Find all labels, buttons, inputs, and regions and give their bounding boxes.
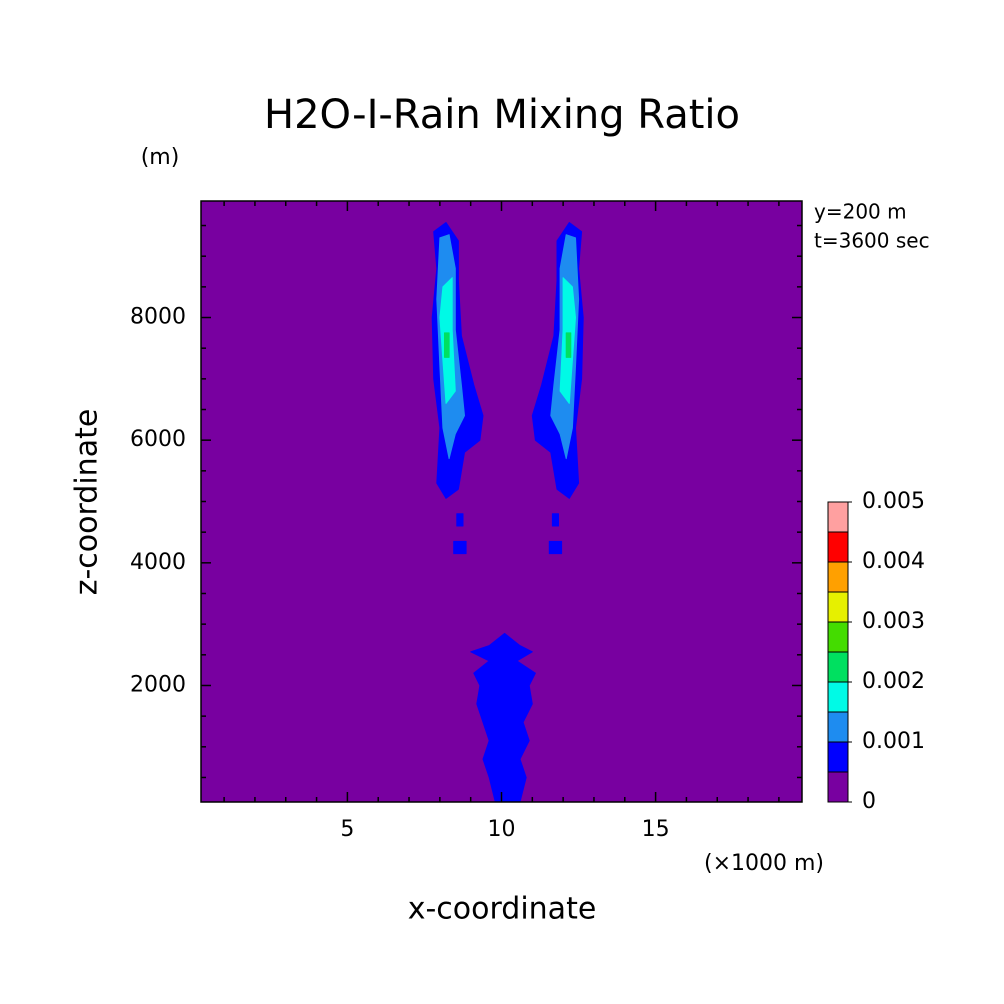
- colorbar-band: [827, 561, 849, 593]
- y-tick-label: 2000: [130, 672, 186, 697]
- colorbar-band: [827, 681, 849, 713]
- contour-region: [444, 332, 450, 358]
- colorbar-label: 0: [862, 789, 876, 814]
- contour-region: [456, 513, 464, 527]
- x-unit: (×1000 m): [704, 851, 824, 876]
- y-tick-label: 6000: [130, 427, 186, 452]
- contour-region: [565, 332, 572, 358]
- x-axis-title: x-coordinate: [408, 892, 597, 927]
- colorbar-band: [827, 621, 849, 653]
- colorbar-band: [827, 651, 849, 683]
- x-tick-label: 10: [488, 817, 516, 842]
- y-tick-label: 4000: [130, 550, 186, 575]
- colorbar-label: 0.004: [862, 549, 925, 574]
- annotation: t=3600 sec: [814, 229, 930, 253]
- y-axis-title: z-coordinate: [70, 409, 105, 596]
- y-tick-label: 8000: [130, 305, 186, 330]
- colorbar-band: [827, 591, 849, 623]
- contour-region: [453, 540, 467, 555]
- contour-region: [470, 632, 536, 802]
- colorbar-band: [827, 711, 849, 743]
- y-unit: (m): [141, 145, 180, 170]
- colorbar-label: 0.001: [862, 729, 925, 754]
- colorbar-band: [827, 771, 849, 803]
- chart-title: H2O-I-Rain Mixing Ratio: [264, 92, 740, 138]
- annotation: y=200 m: [814, 200, 907, 224]
- x-tick-label: 5: [340, 817, 354, 842]
- colorbar-label: 0.002: [862, 669, 925, 694]
- colorbar-band: [827, 501, 849, 533]
- contour-region: [548, 540, 563, 555]
- colorbar-label: 0.005: [862, 489, 925, 514]
- colorbar-band: [827, 531, 849, 563]
- colorbar-band: [827, 741, 849, 773]
- contour-region: [551, 513, 559, 527]
- colorbar-label: 0.003: [862, 609, 925, 634]
- x-tick-label: 15: [642, 817, 670, 842]
